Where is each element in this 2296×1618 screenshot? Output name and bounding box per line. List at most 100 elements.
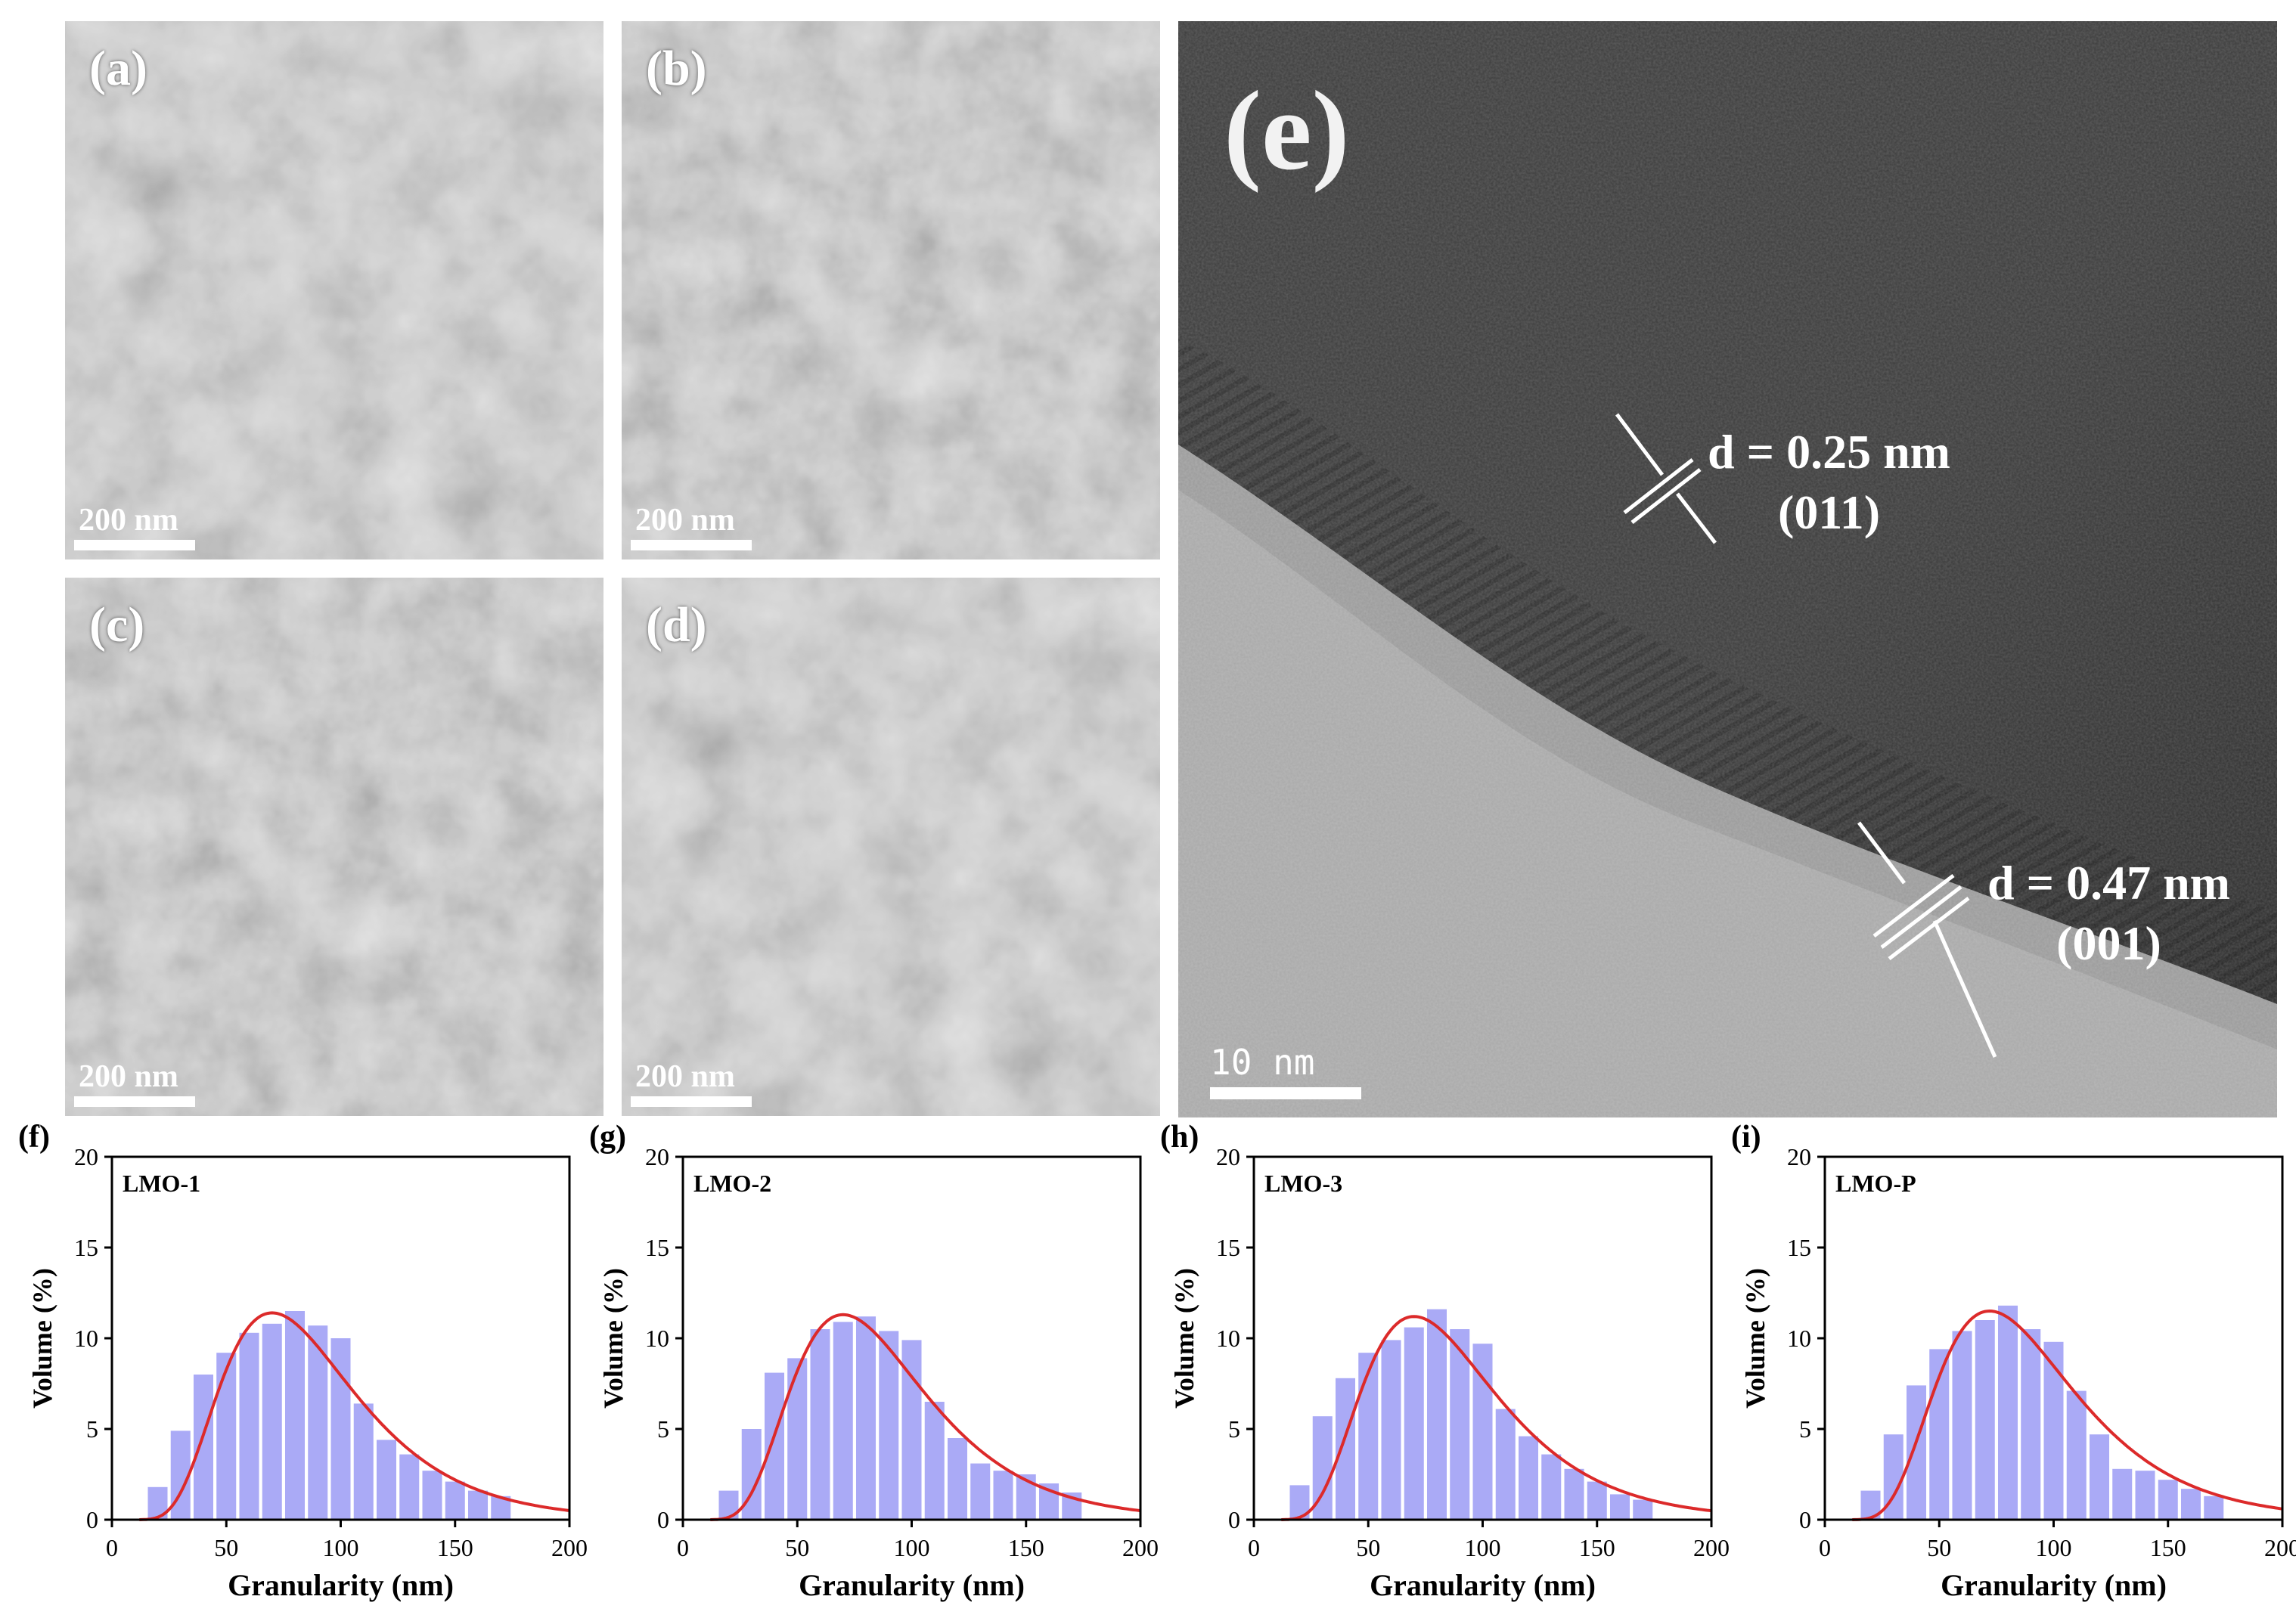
scale-line-c [74, 1096, 195, 1107]
y-axis-title: Volume (%) [598, 1268, 628, 1409]
scale-bar-b: 200 nm [631, 503, 759, 550]
histogram-bar [810, 1329, 830, 1520]
x-tick-label: 100 [1465, 1534, 1501, 1561]
histogram-bar [1450, 1329, 1470, 1520]
histogram-bar [376, 1440, 397, 1520]
histogram-bar [1541, 1454, 1562, 1520]
histogram-bar [445, 1481, 465, 1520]
y-tick-label: 10 [74, 1325, 98, 1352]
histogram-bar [879, 1331, 899, 1520]
scale-text-e: 10 nm [1210, 1042, 1315, 1083]
y-tick-label: 10 [645, 1325, 669, 1352]
x-tick-label: 50 [1927, 1534, 1951, 1561]
y-tick-label: 0 [657, 1506, 669, 1533]
series-title: LMO-3 [1264, 1170, 1342, 1197]
fit-curve [1852, 1309, 2283, 1521]
sem-panel-b: (b) 200 nm [622, 21, 1160, 559]
y-axis-title: Volume (%) [27, 1268, 57, 1409]
histogram-svg-g: (g) 0 50 100 150 200 0 5 10 15 20 LMO-2 Granularity … [589, 1120, 1159, 1602]
scale-bar-a: 200 nm [74, 503, 203, 550]
scale-text-c: 200 nm [79, 1059, 178, 1094]
histogram-bar [924, 1402, 945, 1520]
histogram-bar [764, 1372, 785, 1520]
histogram-i: (i) 0 50 100 150 200 0 5 10 15 20 LMO-P Granularity … [1720, 1115, 2296, 1614]
histogram-bar [855, 1316, 877, 1520]
scale-bar-d: 200 nm [631, 1059, 759, 1107]
histogram-bar [284, 1311, 306, 1520]
y-tick-label: 20 [1216, 1143, 1240, 1170]
sem-image-c [65, 578, 603, 1116]
x-tick-label: 200 [1122, 1534, 1159, 1561]
histogram-g: (g) 0 50 100 150 200 0 5 10 15 20 LMO-2 Granularity … [579, 1115, 1159, 1614]
histogram-bar [1633, 1499, 1653, 1520]
y-tick-label: 5 [1799, 1415, 1811, 1443]
x-axis-title: Granularity (nm) [799, 1568, 1025, 1602]
x-tick-label: 150 [1579, 1534, 1615, 1561]
scale-text-d: 200 nm [635, 1059, 735, 1094]
sem-panel-d: (d) 200 nm [622, 578, 1160, 1116]
histogram-bar [1381, 1340, 1401, 1520]
sem-image-b [622, 21, 1160, 559]
panel-label-b: (b) [646, 41, 707, 96]
y-tick-label: 20 [1787, 1143, 1811, 1170]
histogram-bar [1564, 1468, 1584, 1520]
fit-curve [710, 1313, 1141, 1521]
chart-panel-label: (h) [1160, 1120, 1199, 1155]
x-tick-label: 100 [894, 1534, 930, 1561]
plane-011: (011) [1777, 485, 1881, 539]
histogram-bar [2066, 1390, 2087, 1520]
histogram-bar [2021, 1329, 2041, 1520]
histogram-svg-i: (i) 0 50 100 150 200 0 5 10 15 20 LMO-P Granularity … [1731, 1120, 2296, 1602]
y-axis-title: Volume (%) [1169, 1268, 1199, 1409]
x-tick-label: 150 [2150, 1534, 2186, 1561]
y-tick-label: 15 [1216, 1234, 1240, 1261]
histogram-bar [2180, 1489, 2201, 1520]
histogram-bar [1358, 1353, 1379, 1520]
lattice-annotation-001: d = 0.47 nm (001) [1987, 853, 2230, 974]
y-tick-label: 15 [645, 1234, 669, 1261]
tem-image-e [1178, 21, 2277, 1117]
y-tick-label: 10 [1216, 1325, 1240, 1352]
plane-001: (001) [2056, 916, 2161, 970]
histogram-bar [1587, 1481, 1607, 1520]
y-tick-label: 15 [74, 1234, 98, 1261]
histogram-bar [2043, 1341, 2064, 1520]
histogram-f: (f) 0 50 100 150 200 0 5 10 15 20 LMO-1 Granularity … [8, 1115, 588, 1614]
x-tick-label: 100 [323, 1534, 359, 1561]
histogram-bar [2135, 1471, 2155, 1520]
histogram-bar [467, 1490, 489, 1520]
histogram-bar [422, 1471, 442, 1520]
sem-image-a [65, 21, 603, 559]
series-title: LMO-2 [693, 1170, 771, 1197]
panel-label-e: (e) [1224, 68, 1350, 194]
x-axis-title: Granularity (nm) [228, 1568, 454, 1602]
scale-line-e [1210, 1087, 1361, 1099]
histogram-bar [193, 1375, 214, 1520]
y-tick-label: 15 [1787, 1234, 1811, 1261]
d-spacing-001: d = 0.47 nm [1987, 856, 2230, 910]
histogram-bar [2204, 1496, 2224, 1520]
x-tick-label: 200 [551, 1534, 588, 1561]
y-tick-label: 5 [657, 1415, 669, 1443]
chart-panel-label: (i) [1731, 1120, 1761, 1155]
histogram-bar [1952, 1331, 1972, 1520]
histogram-bar [1906, 1385, 1927, 1520]
scale-bar-c: 200 nm [74, 1059, 203, 1107]
series-title: LMO-P [1835, 1170, 1916, 1197]
panel-label-d: (d) [646, 597, 707, 652]
sem-panel-c: (c) 200 nm [65, 578, 603, 1116]
histogram-svg-h: (h) 0 50 100 150 200 0 5 10 15 20 LMO-3 Granularity … [1160, 1120, 1730, 1602]
y-tick-label: 10 [1787, 1325, 1811, 1352]
x-tick-label: 50 [785, 1534, 809, 1561]
x-axis-title: Granularity (nm) [1941, 1568, 2167, 1602]
scale-line-d [631, 1096, 752, 1107]
y-tick-label: 5 [86, 1415, 98, 1443]
x-tick-label: 150 [437, 1534, 473, 1561]
histogram-bar [1518, 1436, 1539, 1520]
histogram-bar [239, 1332, 259, 1520]
chart-panel-label: (f) [18, 1120, 50, 1155]
histogram-h: (h) 0 50 100 150 200 0 5 10 15 20 LMO-3 Granularity … [1150, 1115, 1730, 1614]
y-tick-label: 0 [86, 1506, 98, 1533]
y-tick-label: 20 [645, 1143, 669, 1170]
histogram-bar [947, 1438, 968, 1520]
